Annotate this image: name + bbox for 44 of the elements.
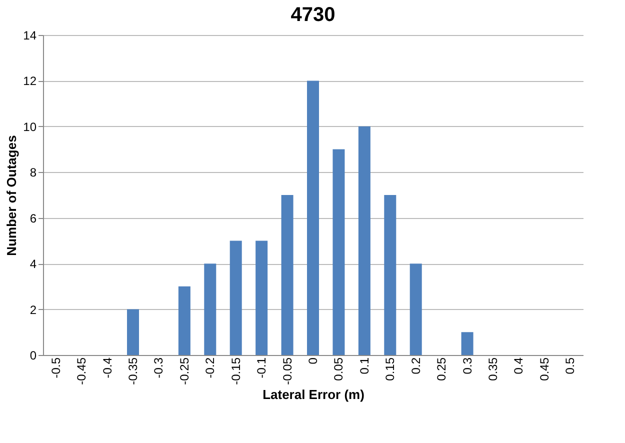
x-tick-label: -0.4 bbox=[100, 357, 114, 378]
bar bbox=[281, 195, 294, 355]
x-tick-label: 0.45 bbox=[537, 357, 552, 381]
x-tick-label: -0.45 bbox=[74, 357, 89, 385]
x-tick-label: 0.1 bbox=[357, 357, 372, 374]
x-tick-label: 0.3 bbox=[460, 357, 474, 374]
bar bbox=[332, 149, 345, 355]
x-tick-label: 0.25 bbox=[434, 357, 449, 381]
x-tick-label: -0.05 bbox=[280, 357, 294, 385]
x-tick-label: -0.1 bbox=[254, 357, 269, 378]
bar bbox=[178, 286, 190, 355]
x-tick-label: -0.25 bbox=[177, 357, 192, 385]
y-tick-label: 14 bbox=[23, 28, 37, 42]
x-tick-label: 0.35 bbox=[486, 357, 500, 381]
x-tick-label: 0.4 bbox=[512, 357, 526, 374]
y-tick-label: 12 bbox=[23, 74, 37, 88]
bar bbox=[461, 332, 474, 355]
bar bbox=[307, 80, 319, 355]
bar bbox=[230, 240, 242, 355]
x-tick-label: -0.3 bbox=[152, 357, 166, 378]
y-tick-label: 10 bbox=[23, 120, 37, 134]
y-axis-title: Number of Outages bbox=[4, 135, 20, 256]
x-tick-label: 0 bbox=[306, 357, 320, 364]
y-tick-label: 6 bbox=[30, 211, 37, 226]
x-tick-label: 0.15 bbox=[383, 357, 398, 381]
y-tick-label: 2 bbox=[30, 302, 37, 317]
x-tick-label: -0.5 bbox=[48, 357, 63, 378]
x-tick-label: 0.2 bbox=[408, 357, 423, 374]
x-tick-label: 0.5 bbox=[563, 357, 578, 374]
x-tick-label: -0.2 bbox=[203, 357, 218, 378]
y-tick-label: 4 bbox=[30, 257, 37, 272]
bar bbox=[410, 264, 422, 355]
chart-title: 4730 bbox=[290, 4, 336, 26]
x-tick-label: -0.15 bbox=[228, 357, 243, 385]
x-axis-title: Lateral Error (m) bbox=[262, 386, 364, 402]
bar bbox=[204, 264, 216, 355]
bar bbox=[127, 309, 139, 355]
x-tick-label: -0.35 bbox=[126, 357, 140, 385]
bar bbox=[256, 240, 268, 355]
bar bbox=[358, 126, 370, 355]
y-tick-label: 0 bbox=[30, 348, 37, 362]
x-tick-label: 0.05 bbox=[332, 357, 346, 381]
y-tick-label: 8 bbox=[30, 166, 37, 180]
bar bbox=[384, 195, 396, 355]
